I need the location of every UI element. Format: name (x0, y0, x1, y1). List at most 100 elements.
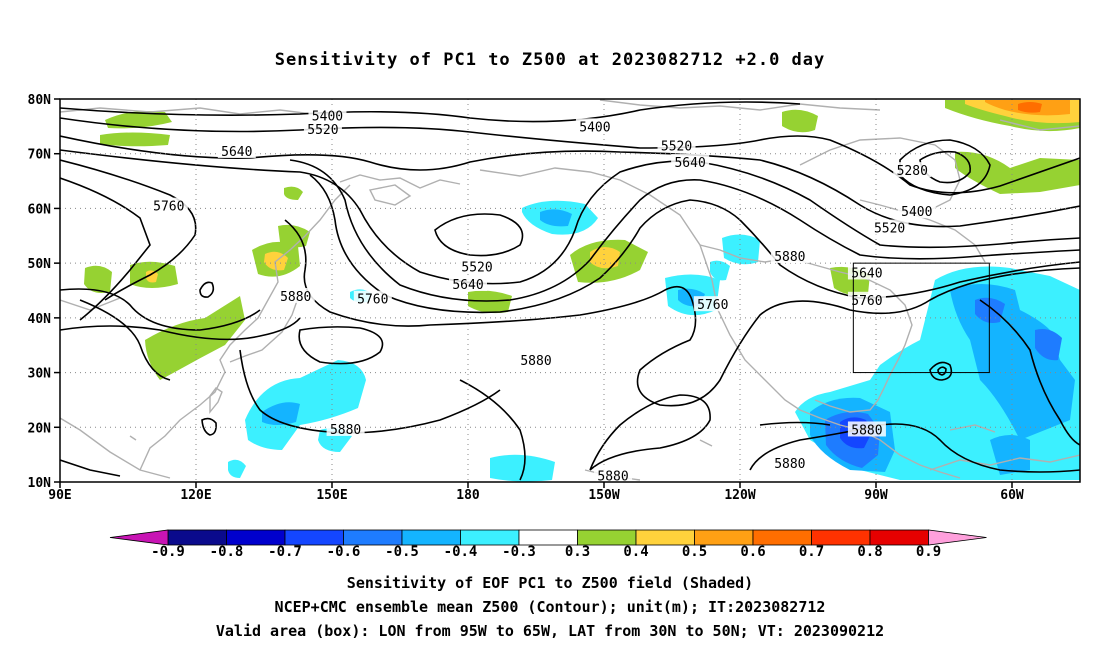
contour-label-bg (770, 454, 809, 470)
lat-tick-label: 40N (28, 312, 52, 327)
contour-label: 5760 (153, 200, 184, 215)
lon-tick-label: 120W (724, 488, 755, 503)
colorbar-label: -0.3 (502, 544, 536, 560)
contour-label-bg (671, 153, 710, 169)
contour-label-bg (847, 291, 886, 307)
contour-label: 5520 (661, 140, 692, 155)
contour-label: 5640 (221, 145, 252, 160)
contour-label-bg (149, 197, 188, 213)
contour-label: 5400 (901, 205, 932, 220)
contour-label: 5280 (897, 164, 928, 179)
colorbar-label: 0.3 (564, 544, 591, 560)
lat-tick-label: 50N (28, 257, 52, 272)
contour-label-bg (326, 420, 365, 436)
colorbar-swatch (577, 529, 637, 546)
contour-label: 5640 (452, 278, 483, 293)
contour-label: 5880 (774, 457, 805, 472)
contour-label: 5880 (774, 250, 805, 265)
colorbar-label: -0.4 (443, 544, 478, 560)
contour-label-bg (308, 107, 347, 123)
colorbar-label: 0.9 (915, 544, 942, 560)
contour-label-bg (770, 248, 809, 264)
footer-line-1: Sensitivity of EOF PC1 to Z500 field (Sh… (346, 574, 754, 592)
colorbar-label: -0.9 (151, 544, 185, 560)
lat-tick-label: 20N (28, 421, 52, 436)
contour-label-bg (897, 203, 936, 219)
contour-label-bg (893, 162, 932, 178)
colorbar-swatch (401, 529, 461, 546)
lon-tick-label: 180 (456, 488, 480, 503)
contour-label: 5520 (307, 123, 338, 138)
contour-label-bg (847, 264, 886, 280)
contour-label: 5400 (312, 109, 343, 124)
lon-tick-label: 150E (316, 488, 347, 503)
colorbar-label: -0.7 (268, 544, 302, 560)
contour-label: 5400 (579, 120, 610, 135)
lon-tick-label: 90W (864, 488, 888, 503)
contour-label-bg (657, 137, 696, 153)
latitude-labels: 80N 70N 60N 50N 40N 30N 20N 10N (28, 93, 60, 491)
footer-line-3: Valid area (box): LON from 95W to 65W, L… (215, 622, 885, 640)
contour-label-bg (575, 118, 614, 134)
contour-label-bg (870, 219, 909, 235)
contour-label-bg (847, 421, 886, 437)
contour-label: 5640 (674, 156, 705, 171)
lon-tick-label: 150W (588, 488, 619, 503)
colorbar-swatch (343, 529, 403, 546)
colorbar-low-arrow (109, 529, 169, 546)
sensitivity-shading (84, 100, 1080, 482)
contour-label-bg (217, 142, 256, 158)
colorbar-swatch (635, 529, 695, 546)
colorbar (109, 529, 987, 546)
lat-tick-label: 80N (28, 93, 52, 108)
contour-labels: 5400552056405760540055205640528054005520… (149, 107, 936, 484)
lon-tick-label: 120E (180, 488, 211, 503)
contour-label: 5520 (461, 260, 492, 275)
lat-tick-label: 60N (28, 202, 52, 217)
contour-label: 5880 (520, 354, 551, 369)
coastlines (60, 99, 1080, 481)
lat-tick-label: 70N (28, 148, 52, 163)
contour-label: 5880 (851, 423, 882, 438)
colorbar-label: 0.7 (798, 544, 825, 560)
footer-line-2: NCEP+CMC ensemble mean Z500 (Contour); u… (274, 598, 826, 616)
contour-label: 5880 (597, 469, 628, 484)
colorbar-label: 0.5 (681, 544, 708, 560)
colorbar-label: 0.6 (740, 544, 766, 560)
chart-title: Sensitivity of PC1 to Z500 at 2023082712… (274, 50, 826, 70)
valid-area-box (852, 262, 990, 374)
contour-label-bg (303, 121, 342, 137)
colorbar-swatch (752, 529, 812, 546)
contour-label: 5880 (330, 423, 361, 438)
colorbar-label: -0.5 (385, 544, 419, 560)
contour-label: 5640 (851, 266, 882, 281)
colorbar-swatch (869, 529, 929, 546)
lat-tick-label: 10N (28, 476, 52, 491)
colorbar-swatch (518, 529, 578, 546)
contour-label-bg (276, 287, 315, 303)
contour-label-bg (517, 351, 555, 367)
lon-tick-label: 90E (48, 488, 71, 503)
contour-label: 5880 (280, 290, 311, 305)
longitude-labels: 90E 120E 150E 180 150W 120W 90W 60W (48, 482, 1024, 503)
contour-label: 5760 (697, 298, 728, 313)
colorbar-swatch (284, 529, 344, 546)
contour-label: 5760 (357, 293, 388, 308)
colorbar-high-arrow (928, 529, 987, 546)
colorbar-label: -0.6 (326, 544, 361, 560)
colorbar-label: 0.4 (623, 544, 649, 560)
contour-label: 5760 (851, 294, 882, 309)
contour-label-bg (594, 467, 633, 483)
contour-label-bg (449, 275, 487, 291)
contour-label-bg (353, 290, 392, 306)
contour-label-bg (458, 258, 497, 274)
lat-tick-label: 30N (28, 367, 52, 382)
colorbar-swatch (694, 529, 754, 546)
contour-label: 5520 (874, 222, 905, 237)
colorbar-swatch (226, 529, 286, 546)
colorbar-label: 0.8 (857, 544, 883, 560)
colorbar-label: -0.8 (209, 544, 244, 560)
lon-tick-label: 60W (1000, 488, 1024, 503)
colorbar-swatch (460, 529, 520, 546)
